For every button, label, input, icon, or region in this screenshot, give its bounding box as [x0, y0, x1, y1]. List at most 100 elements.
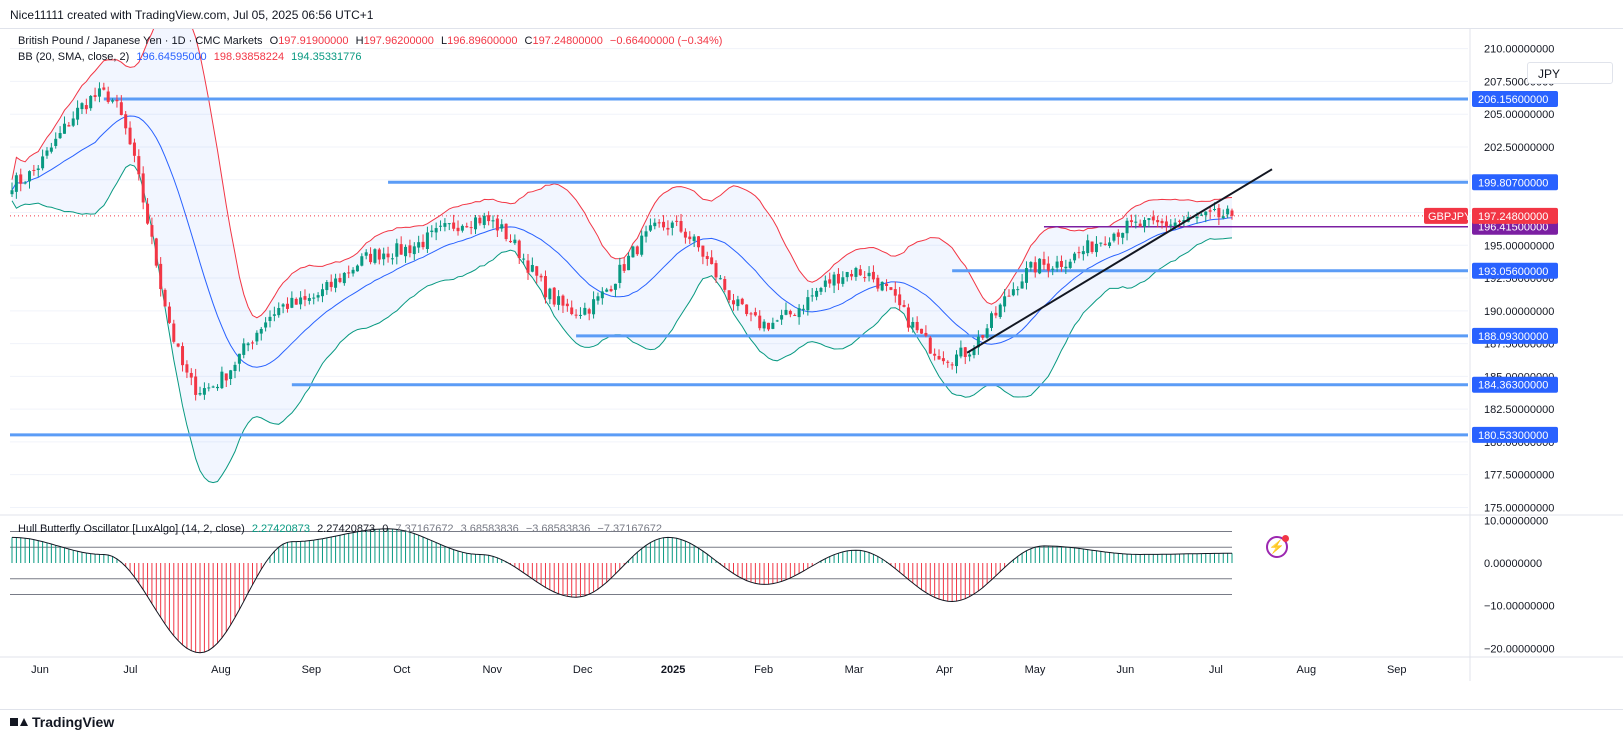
candle [10, 182, 14, 197]
currency-selector[interactable]: JPY [1527, 62, 1613, 84]
candle-body [1033, 262, 1037, 273]
candle-body [163, 289, 167, 307]
candle-body [474, 217, 478, 230]
candle-body [1046, 263, 1050, 271]
candle [408, 239, 412, 258]
level-price-label: 184.36300000 [1472, 376, 1558, 393]
candle [1086, 234, 1090, 257]
price-chart[interactable]: 10.00000000 0.00000000 −10.00000000 −20.000… [0, 29, 1623, 711]
candle [933, 348, 937, 361]
candle [443, 218, 447, 232]
chart-frame[interactable]: 10.00000000 0.00000000 −10.00000000 −20.000… [0, 28, 1623, 710]
candle-body [889, 287, 893, 290]
candle-body [220, 371, 224, 389]
candle-body [1199, 214, 1203, 216]
price-tick-label: 205.00000000 [1484, 109, 1554, 121]
time-tick-label: Feb [754, 664, 773, 676]
bb-basis-value: 196.64595000 [136, 51, 207, 63]
candle-body [211, 386, 215, 388]
candle [189, 368, 193, 386]
candle-body [27, 171, 31, 182]
candle-body [1051, 268, 1055, 270]
candle [355, 264, 359, 272]
candles [10, 82, 1234, 401]
candle-body [1134, 221, 1138, 223]
candle-body [618, 264, 622, 283]
candle-body [955, 354, 959, 367]
current-price-text: 197.24800000 [1478, 211, 1548, 223]
candle [124, 111, 128, 135]
candle [154, 237, 158, 268]
candle-body [355, 265, 359, 272]
candle [71, 111, 75, 128]
candle-body [1164, 221, 1168, 227]
level-price-label-bg [1472, 376, 1558, 393]
symbol-badge-bg [1424, 207, 1468, 224]
candle [1016, 286, 1020, 296]
candle [1090, 241, 1094, 254]
candle [1059, 255, 1063, 272]
candle [780, 309, 784, 325]
candle [176, 343, 180, 348]
candle [264, 317, 268, 332]
level-price-label: 206.15600000 [1472, 91, 1558, 108]
candle-body [45, 150, 49, 156]
candle [937, 349, 941, 360]
candle [998, 303, 1002, 319]
candle-body [421, 241, 425, 248]
candle [946, 360, 950, 368]
candle [1029, 261, 1033, 272]
candle [806, 289, 810, 316]
candle [14, 172, 18, 199]
candle-body [290, 297, 294, 308]
candle [351, 267, 355, 277]
candle-body [933, 353, 937, 356]
candle-body [578, 314, 582, 316]
candle [93, 87, 97, 102]
candle-body [1195, 216, 1199, 219]
candle [893, 281, 897, 303]
candle [587, 307, 591, 321]
candle-body [373, 249, 377, 263]
candle [771, 317, 775, 330]
candle [487, 211, 491, 226]
candle [565, 298, 569, 312]
candle-body [941, 358, 945, 362]
candle-body [924, 332, 928, 336]
candle-body [482, 215, 486, 225]
candle [749, 311, 753, 322]
candle-body [255, 332, 259, 342]
candle-body [1147, 218, 1151, 221]
candle [364, 249, 368, 260]
candle [229, 369, 233, 386]
candle-body [745, 304, 749, 315]
oscillator-tick-label: −20.00000000 [1484, 643, 1555, 655]
candle [89, 94, 93, 111]
candle [968, 352, 972, 362]
candle [775, 319, 779, 322]
candle [281, 303, 285, 314]
high-value: 197.96200000 [363, 35, 434, 47]
candle [1208, 205, 1212, 220]
candle-body [749, 313, 753, 315]
candle [32, 164, 36, 176]
level-price-label-text: 184.36300000 [1478, 380, 1548, 392]
candle [417, 235, 421, 253]
oscillator-legend: Hull Butterfly Oscillator [LuxAlgo] (14,… [18, 523, 666, 535]
candle [1003, 289, 1007, 313]
candle [504, 223, 508, 242]
candle-body [504, 223, 508, 240]
candle-body [272, 314, 276, 316]
candle-body [600, 291, 604, 299]
candle [679, 213, 683, 234]
candle-body [1086, 240, 1090, 254]
candle-body [981, 335, 985, 338]
candle-body [338, 277, 342, 282]
level-price-label-bg [1472, 174, 1558, 191]
candle [976, 330, 980, 355]
candle-body [1077, 252, 1081, 254]
candle-body [54, 138, 58, 146]
alert-flash-icon[interactable]: ⚡ [1266, 535, 1289, 558]
level-price-label: 180.53300000 [1472, 426, 1558, 443]
candle-body [141, 173, 145, 203]
